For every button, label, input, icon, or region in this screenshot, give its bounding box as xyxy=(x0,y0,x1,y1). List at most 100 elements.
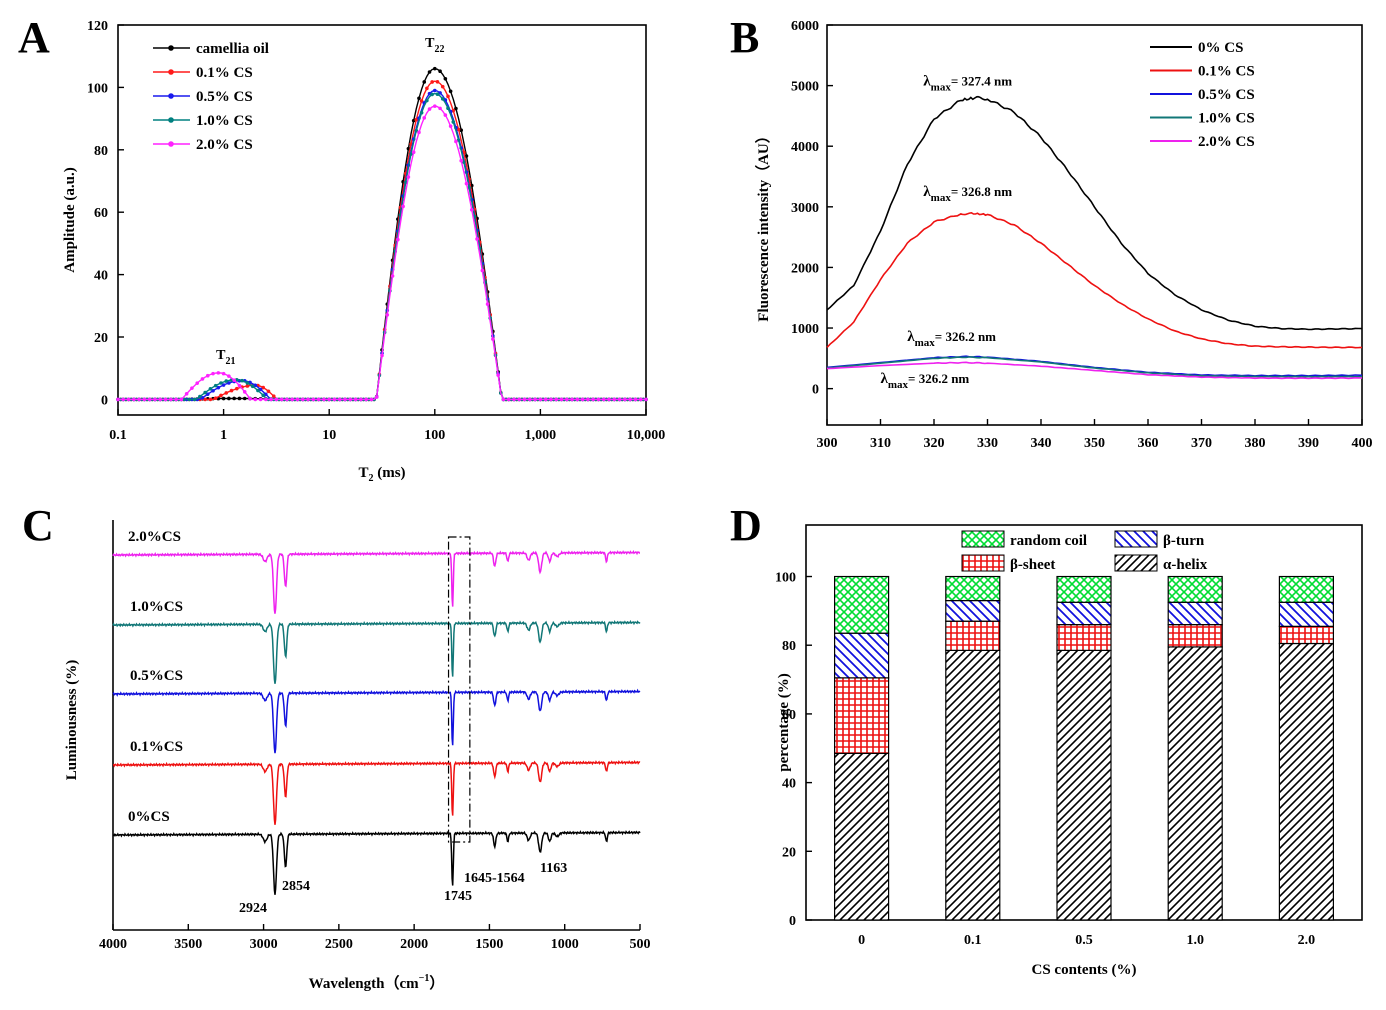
legend-label-a: 2.0% CS xyxy=(196,137,253,153)
series-line-b xyxy=(826,211,1363,349)
data-point-a xyxy=(633,397,638,402)
data-point-a xyxy=(448,89,453,94)
x-tick-label-b: 390 xyxy=(1298,436,1319,451)
data-point-a xyxy=(187,397,192,402)
peak-annotation-a: T22 xyxy=(425,36,444,55)
data-point-a xyxy=(456,127,461,132)
data-point-a xyxy=(337,397,342,402)
data-point-a xyxy=(433,88,437,93)
data-point-a xyxy=(195,381,199,385)
data-point-a xyxy=(409,152,413,156)
legend-label-a: 0.5% CS xyxy=(196,89,253,105)
data-point-a xyxy=(316,397,321,402)
panel-letter-a: A xyxy=(18,13,50,62)
data-point-a xyxy=(575,397,580,402)
data-point-a xyxy=(617,397,622,402)
data-point-a xyxy=(601,397,606,402)
x-tick-label-a: 1,000 xyxy=(525,428,557,443)
data-point-a xyxy=(459,158,464,163)
highlight-box-c xyxy=(447,536,471,843)
data-point-a xyxy=(163,397,168,402)
data-point-a xyxy=(343,397,347,402)
data-point-a xyxy=(332,397,337,402)
data-point-a xyxy=(213,396,218,400)
data-point-a xyxy=(380,353,384,358)
y-tick-label-d: 0 xyxy=(789,914,796,929)
y-axis-label-a: Amplitude (a.u.) xyxy=(62,167,78,272)
data-point-a xyxy=(454,139,458,144)
series-line-b xyxy=(826,356,1363,378)
data-point-a xyxy=(430,80,434,84)
data-point-a xyxy=(433,66,437,71)
data-point-a xyxy=(612,397,617,402)
legend-marker-a xyxy=(168,69,174,75)
legend-swatch-d xyxy=(1114,530,1158,548)
x-axis-label-d: CS contents (%) xyxy=(1032,962,1137,978)
data-point-a xyxy=(430,92,434,97)
bar-segment-d xyxy=(1056,624,1112,651)
data-point-a xyxy=(385,313,390,317)
data-point-a xyxy=(435,79,440,84)
bar-segment-d xyxy=(1167,575,1223,603)
spectrum-label-c: 0.5%CS xyxy=(130,668,183,684)
legend-label-d: α-helix xyxy=(1163,557,1208,573)
data-point-a xyxy=(253,397,258,402)
bar-segment-d xyxy=(833,752,890,921)
y-tick-label-a: 40 xyxy=(94,269,108,284)
y-tick-label-d: 20 xyxy=(782,845,796,860)
data-point-a xyxy=(126,397,131,402)
data-point-a xyxy=(448,124,453,128)
data-point-a xyxy=(142,397,147,402)
peak-label-c: 2854 xyxy=(282,879,310,894)
y-tick-label-b: 3000 xyxy=(791,201,819,216)
data-point-a xyxy=(414,128,419,133)
data-point-a xyxy=(446,94,450,99)
bar-segment-d xyxy=(1167,646,1223,921)
data-point-a xyxy=(440,97,445,101)
data-point-a xyxy=(250,384,255,389)
data-point-a xyxy=(422,80,427,84)
legend-label-d: β-sheet xyxy=(1010,557,1055,573)
data-point-a xyxy=(419,99,424,103)
data-point-a xyxy=(607,397,611,402)
y-tick-label-a: 0 xyxy=(101,393,108,408)
x-axis-label-a: T2 (ms) xyxy=(358,465,405,484)
data-point-a xyxy=(369,397,374,402)
data-point-a xyxy=(237,383,242,388)
data-point-a xyxy=(224,391,229,395)
legend-label-a: 0.1% CS xyxy=(196,65,253,81)
x-tick-label-c: 3000 xyxy=(250,937,278,952)
data-point-a xyxy=(229,388,234,393)
legend-label-b: 2.0% CS xyxy=(1198,134,1255,150)
data-point-a xyxy=(591,397,595,402)
spectrum-label-c: 1.0%CS xyxy=(130,599,183,615)
data-point-a xyxy=(269,397,273,402)
data-point-a xyxy=(501,397,506,402)
data-point-a xyxy=(116,397,120,402)
bar-segment-d xyxy=(945,599,1001,622)
y-tick-label-b: 6000 xyxy=(791,19,819,34)
spectrum-line-c xyxy=(112,549,641,614)
data-point-a xyxy=(628,397,632,402)
bar-segment-d xyxy=(945,649,1001,921)
y-tick-label-b: 0 xyxy=(812,383,819,398)
data-point-a xyxy=(198,394,202,399)
peak-label-c: 1645-1564 xyxy=(464,871,525,886)
data-point-a xyxy=(258,397,263,402)
data-point-a xyxy=(322,397,326,402)
y-axis-label-b: Fluorescence intensity（AU） xyxy=(754,128,772,321)
spectrum-label-c: 2.0%CS xyxy=(128,529,181,545)
bar-segment-d xyxy=(1278,625,1335,645)
bar-segment-d xyxy=(833,677,890,755)
chart-b: 300 310 320 330 340 350 360 370 380 390 4000100020… xyxy=(754,19,1373,451)
legend-label-d: random coil xyxy=(1010,533,1087,549)
legend-marker-a xyxy=(168,93,174,99)
data-point-a xyxy=(580,397,585,402)
x-tick-label-c: 4000 xyxy=(99,937,127,952)
bar-segment-d xyxy=(945,620,1001,651)
data-point-a xyxy=(464,181,469,186)
spectrum-label-c: 0.1%CS xyxy=(130,739,183,755)
series-markers-a xyxy=(116,104,648,402)
spectrum-line-c xyxy=(112,829,641,895)
